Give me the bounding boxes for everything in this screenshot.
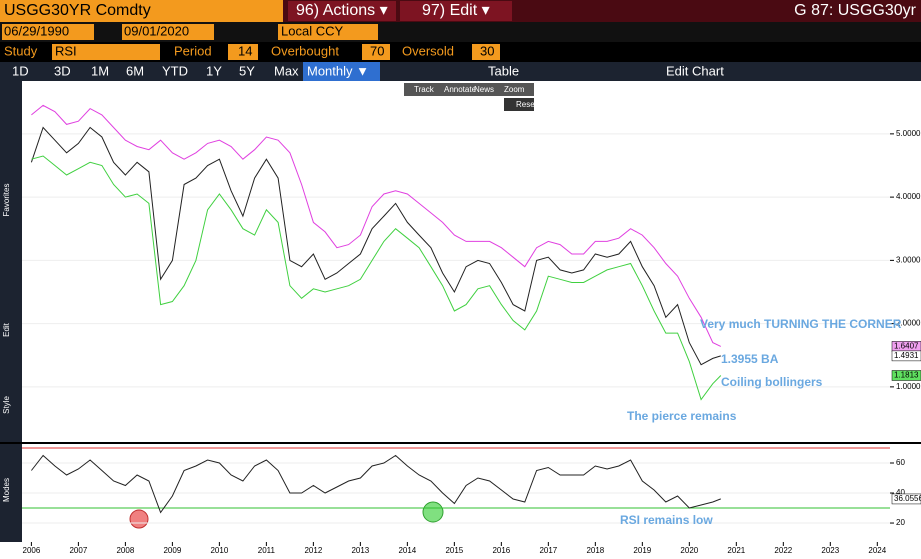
period: 14 — [238, 43, 252, 58]
edit: 97) Edit ▾ — [422, 2, 490, 19]
period-button[interactable]: Max — [274, 63, 299, 78]
y-tick-label: 60 — [896, 458, 905, 467]
y-tick-label: 40 — [896, 488, 905, 497]
series-line — [31, 454, 721, 514]
side-label: Style — [2, 396, 11, 414]
y-tick-label: 4.0000 — [896, 192, 921, 201]
range-bar — [0, 22, 921, 42]
frequency-box[interactable] — [303, 62, 380, 81]
x-tick-label: 2015 — [445, 546, 463, 555]
reset: Reset — [516, 100, 538, 109]
table-button[interactable]: Table — [488, 63, 519, 78]
end-date: 09/01/2020 — [124, 23, 189, 38]
period-button[interactable]: 1M — [91, 63, 109, 78]
x-tick-label: 2011 — [258, 546, 276, 555]
side-label: Favorites — [2, 184, 11, 217]
x-tick-label: 2010 — [210, 546, 228, 555]
x-tick-label: 2024 — [868, 546, 886, 555]
series-line — [31, 155, 722, 401]
y-tick-label: 20 — [896, 518, 905, 527]
x-tick-label: 2019 — [633, 546, 651, 555]
overbought-label: Overbought — [271, 43, 339, 58]
oversold-label: Oversold — [402, 43, 454, 58]
annotation: Coiling bollingers — [721, 375, 823, 389]
x-tick-label: 2018 — [586, 546, 604, 555]
period-button[interactable]: 3D — [54, 63, 71, 78]
actions: 96) Actions ▾ — [296, 2, 388, 19]
oversold-circle — [129, 509, 149, 529]
last-value-label: 1.4931 — [894, 351, 919, 360]
x-tick-label: 2023 — [821, 546, 839, 555]
last-value-label: 1.1813 — [894, 371, 919, 380]
page-code: G 87: USGG30yr — [794, 2, 916, 19]
study-label: Study — [4, 43, 38, 58]
period-label: Period — [174, 43, 212, 58]
x-tick-label: 2022 — [774, 546, 792, 555]
currency: Local CCY — [281, 23, 343, 38]
y-tick-label: 5.0000 — [896, 129, 921, 138]
edit-menu[interactable] — [400, 1, 512, 21]
end-box[interactable] — [122, 24, 214, 40]
study-name: RSI — [55, 43, 77, 58]
side-label: Edit — [2, 322, 11, 337]
last-value-label: 1.6407 — [894, 341, 919, 350]
x-tick-label: 2012 — [304, 546, 322, 555]
x-tick-label: 2006 — [23, 546, 41, 555]
start-box[interactable] — [2, 24, 94, 40]
period-button[interactable]: 1D — [12, 63, 29, 78]
tool: Track — [414, 85, 435, 94]
x-tick-label: 2009 — [163, 546, 181, 555]
tool: News — [474, 85, 494, 94]
period-button[interactable]: YTD — [162, 63, 188, 78]
oversold-circle — [422, 501, 444, 523]
last-value-box — [891, 370, 921, 381]
annotation: The pierce remains — [627, 409, 737, 423]
tool: Annotate — [444, 85, 477, 94]
y-tick-label: 3.0000 — [896, 255, 921, 264]
period-button[interactable]: 1Y — [206, 63, 222, 78]
annotation: 1.3955 BA — [721, 352, 779, 366]
series-line — [31, 104, 722, 347]
edit-chart[interactable]: Edit Chart — [666, 63, 724, 78]
reset-box[interactable] — [504, 98, 534, 111]
x-tick-label: 2016 — [492, 546, 510, 555]
period-button[interactable]: 5Y — [239, 63, 255, 78]
x-tick-label: 2014 — [398, 546, 416, 555]
oversold: 30 — [480, 43, 494, 58]
ticker: USGG30YR Comdty — [4, 2, 151, 19]
study-box[interactable] — [52, 44, 160, 60]
last-value-box — [891, 493, 921, 505]
x-tick-label: 2021 — [727, 546, 745, 555]
annotation: Very much TURNING THE CORNER — [700, 317, 902, 331]
last-value-box — [891, 350, 921, 362]
overbought-box[interactable] — [362, 44, 390, 60]
y-tick-label: 2.0000 — [896, 319, 921, 328]
x-tick-label: 2008 — [116, 546, 134, 555]
side-label: Modes — [2, 478, 11, 502]
x-tick-label: 2013 — [351, 546, 369, 555]
chart-area — [0, 81, 921, 559]
start-date: 06/29/1990 — [4, 23, 69, 38]
oversold-box[interactable] — [472, 44, 500, 60]
x-tick-label: 2007 — [69, 546, 87, 555]
overbought: 70 — [370, 43, 384, 58]
x-tick-label: 2017 — [539, 546, 557, 555]
last-value-label: 36.0556 — [894, 494, 921, 503]
period-box[interactable] — [228, 44, 258, 60]
ticker-box[interactable] — [0, 0, 283, 22]
annotation: RSI remains low — [620, 513, 713, 527]
series-line — [30, 126, 721, 366]
x-tick-label: 2020 — [680, 546, 698, 555]
period-button[interactable]: 6M — [126, 63, 144, 78]
toolbar — [0, 62, 921, 81]
y-tick-label: 1.0000 — [896, 382, 921, 391]
actions-menu[interactable] — [288, 1, 396, 21]
frequency: Monthly ▼ — [307, 63, 369, 78]
tool: Zoom — [504, 85, 525, 94]
ccy-box[interactable] — [278, 24, 378, 40]
side-toolbar — [0, 81, 22, 542]
tools-bar — [404, 83, 534, 96]
